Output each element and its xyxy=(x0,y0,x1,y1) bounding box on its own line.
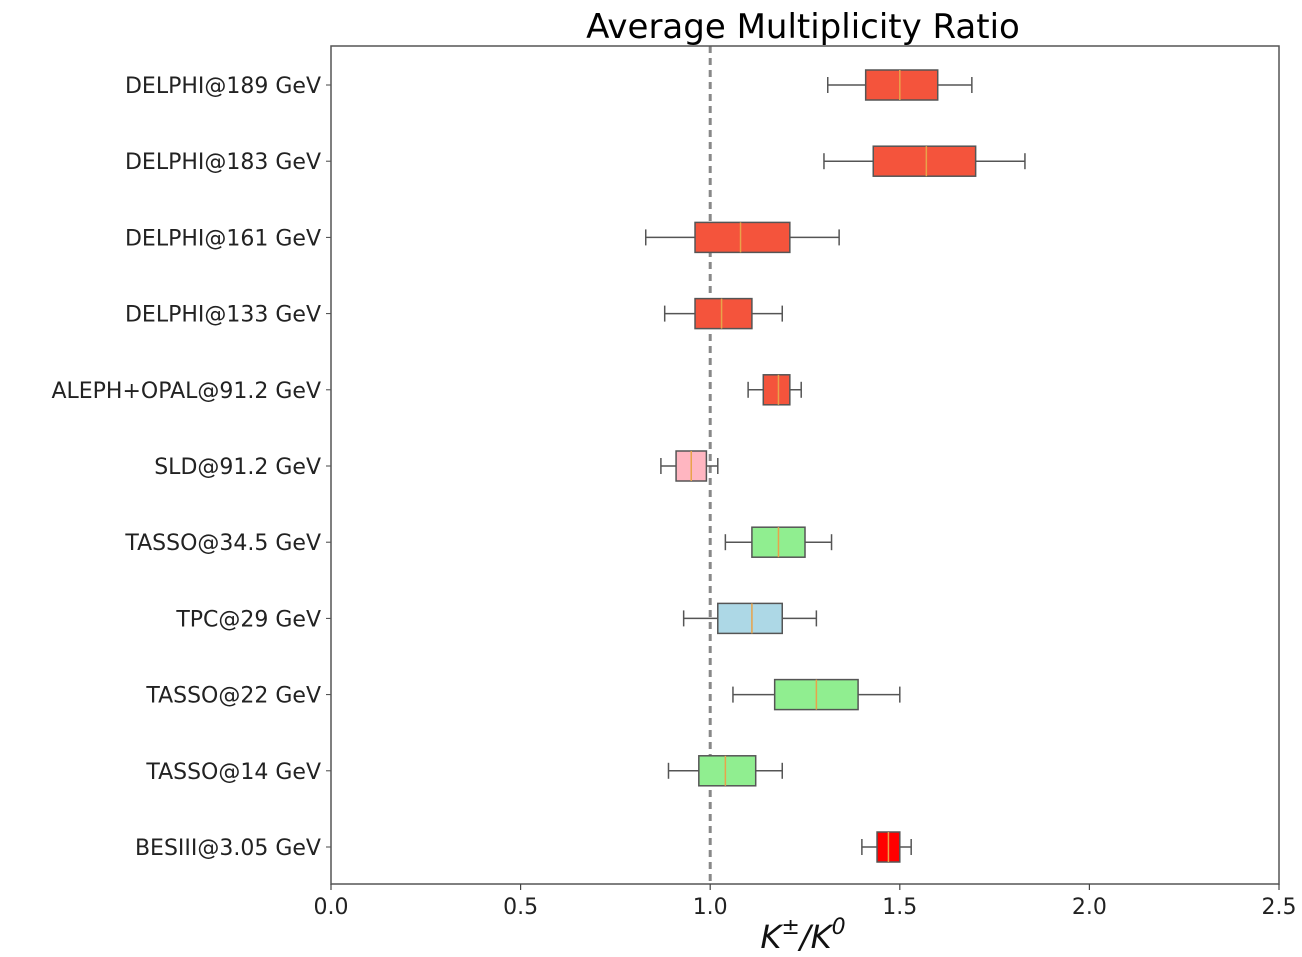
chart-title: Average Multiplicity Ratio xyxy=(586,7,1020,47)
plot-area: DELPHI@189 GeV DELPHI@183 GeV DELPHI@161 G… xyxy=(51,45,1297,920)
category-label: DELPHI@161 GeV xyxy=(125,226,321,251)
category-label: TASSO@22 GeV xyxy=(145,684,321,709)
x-axis-label: K±/K0 xyxy=(760,915,845,956)
plot-frame xyxy=(330,45,1280,885)
x-tick-label: 2.0 xyxy=(1072,895,1107,920)
category-label: DELPHI@183 GeV xyxy=(125,150,321,175)
category-label: DELPHI@133 GeV xyxy=(125,303,321,328)
category-label: DELPHI@189 GeV xyxy=(125,74,321,99)
x-tick-label: 1.5 xyxy=(882,895,917,920)
row-0-box xyxy=(864,69,939,101)
x-tick-label: 0.0 xyxy=(314,895,349,920)
row-1-box xyxy=(872,145,977,177)
x-axis-label-superscript-1: ± xyxy=(781,915,799,940)
category-label: SLD@91.2 GeV xyxy=(154,455,321,480)
row-4-box xyxy=(762,374,791,406)
x-tick-label: 2.5 xyxy=(1262,895,1297,920)
category-label: TASSO@14 GeV xyxy=(145,760,321,785)
category-label: ALEPH+OPAL@91.2 GeV xyxy=(51,379,321,404)
category-label: TPC@29 GeV xyxy=(175,607,321,632)
category-label: BESIII@3.05 GeV xyxy=(135,836,321,861)
row-7-box xyxy=(717,602,783,635)
x-axis-label-base: K xyxy=(760,918,784,956)
x-axis-label-mid: /K xyxy=(797,918,835,956)
x-tick-label: 1.0 xyxy=(693,895,728,920)
x-axis-label-superscript-2: 0 xyxy=(832,915,846,940)
category-label: TASSO@34.5 GeV xyxy=(124,531,321,556)
row-9-box xyxy=(698,755,757,787)
row-3-box xyxy=(694,297,753,330)
x-tick-label: 0.5 xyxy=(503,895,538,920)
row-2-box xyxy=(694,221,791,254)
